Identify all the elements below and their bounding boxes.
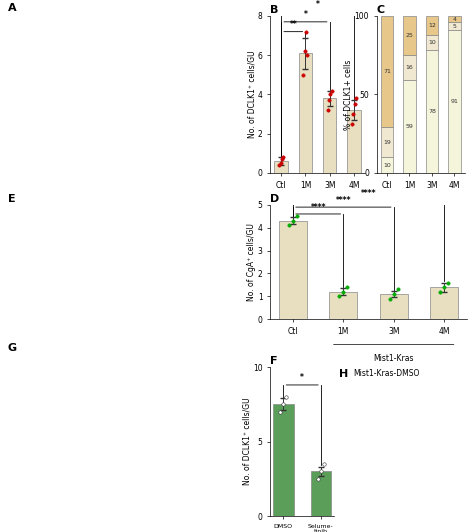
Text: Mist1-Kras-DMSO: Mist1-Kras-DMSO	[353, 369, 419, 378]
Text: 5: 5	[452, 23, 456, 29]
Bar	[381, 157, 393, 173]
Text: 78: 78	[428, 109, 436, 114]
Text: ****: ****	[336, 196, 351, 205]
Text: B: B	[270, 5, 279, 15]
Y-axis label: % of DCLK1+ cells: % of DCLK1+ cells	[344, 59, 353, 130]
Text: 25: 25	[406, 33, 413, 38]
Text: 4: 4	[452, 16, 456, 22]
Text: 91: 91	[450, 99, 458, 104]
Bar	[329, 292, 357, 319]
Text: 59: 59	[406, 124, 413, 129]
Bar	[347, 110, 361, 173]
Text: ****: ****	[361, 189, 376, 198]
Bar	[310, 471, 331, 516]
Bar	[273, 404, 294, 516]
Bar	[426, 35, 438, 51]
Bar	[279, 221, 307, 319]
Text: Mist1-Kras: Mist1-Kras	[411, 220, 452, 229]
Text: H: H	[339, 369, 348, 379]
Bar	[381, 127, 393, 157]
Text: 12: 12	[428, 23, 436, 28]
Text: *: *	[300, 373, 304, 382]
Y-axis label: No. of DCLK1⁺ cells/GU: No. of DCLK1⁺ cells/GU	[243, 398, 252, 485]
Bar	[403, 55, 416, 80]
Text: *: *	[303, 10, 307, 19]
Text: C: C	[377, 5, 385, 15]
Text: 16: 16	[406, 65, 413, 70]
Bar	[323, 98, 337, 173]
Bar	[448, 16, 461, 22]
Bar	[403, 16, 416, 55]
Text: 10: 10	[383, 163, 391, 168]
Bar	[426, 16, 438, 35]
Text: A: A	[8, 3, 17, 13]
Text: 71: 71	[383, 69, 391, 74]
Text: Mist1-Kras: Mist1-Kras	[374, 353, 414, 362]
Text: Mist1-Kras: Mist1-Kras	[310, 220, 350, 229]
Bar	[430, 287, 458, 319]
Bar	[299, 53, 312, 173]
Text: F: F	[270, 356, 278, 367]
Bar	[403, 80, 416, 173]
Bar	[381, 16, 393, 127]
Text: E: E	[8, 194, 16, 204]
Text: 10: 10	[428, 40, 436, 45]
Text: *: *	[316, 0, 319, 9]
Bar	[448, 30, 461, 173]
Bar	[274, 161, 288, 173]
Y-axis label: No. of DCLK1⁺ cells/GU: No. of DCLK1⁺ cells/GU	[247, 51, 256, 138]
Bar	[448, 22, 461, 30]
Text: D: D	[270, 194, 280, 204]
Bar	[380, 294, 408, 319]
Text: **: **	[290, 20, 297, 29]
Text: G: G	[8, 343, 17, 353]
Y-axis label: No. of CgA⁺ cells/GU: No. of CgA⁺ cells/GU	[247, 223, 256, 301]
Text: 19: 19	[383, 140, 391, 145]
Bar	[426, 51, 438, 173]
Text: ****: ****	[310, 203, 326, 212]
